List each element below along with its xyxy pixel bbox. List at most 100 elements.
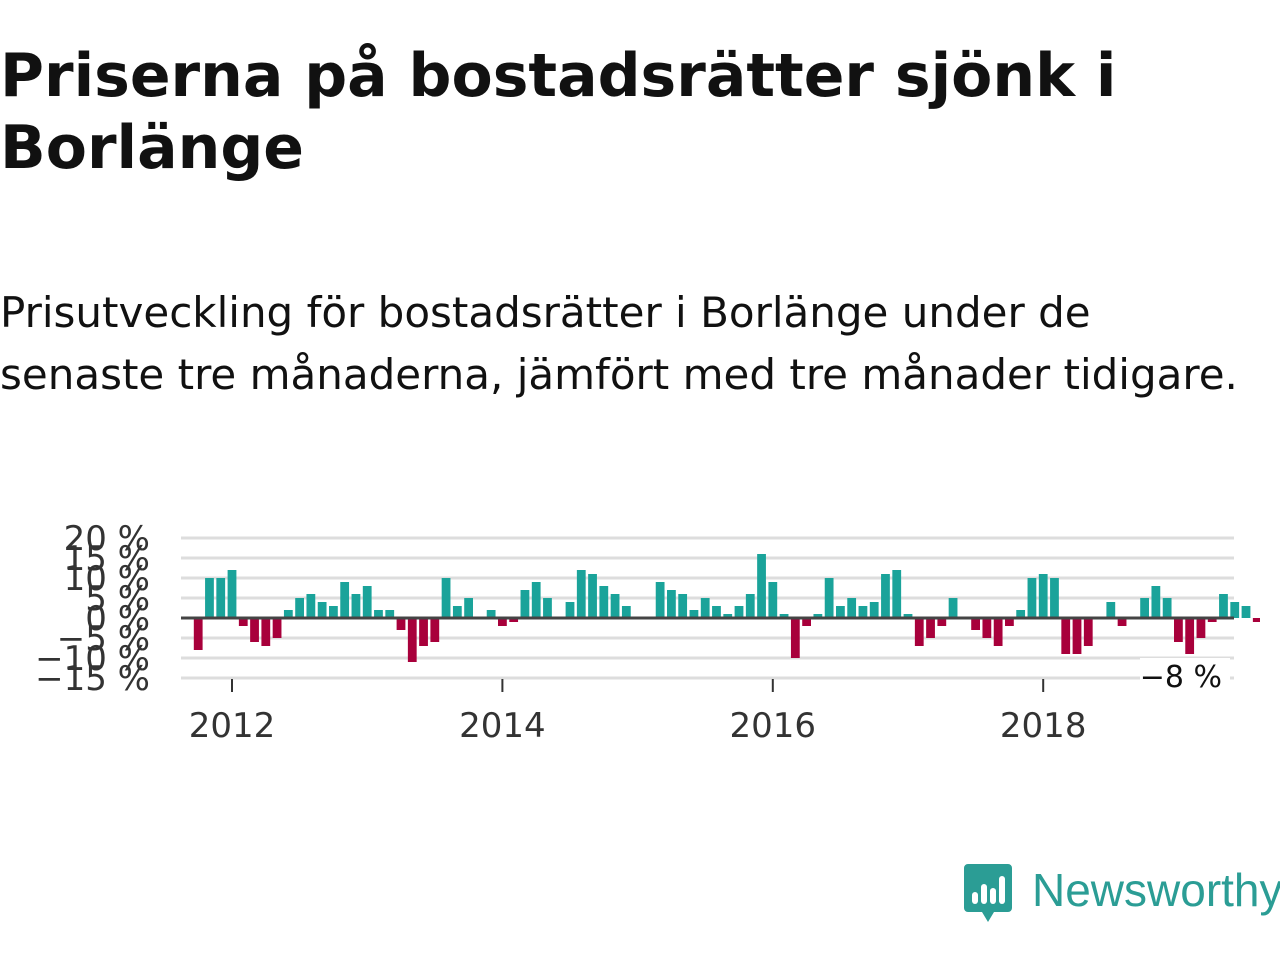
bar (193, 618, 203, 650)
bar (261, 618, 271, 646)
brand-name: Newsworthy (1032, 864, 1280, 916)
bar (1207, 618, 1217, 622)
bar (621, 606, 631, 618)
bar (1219, 594, 1228, 618)
bar (948, 598, 958, 618)
bar (903, 614, 913, 618)
bar (351, 594, 361, 618)
bar (824, 578, 834, 618)
bar-series (193, 554, 1260, 662)
bar (1185, 618, 1195, 654)
bar (757, 554, 766, 618)
bar (712, 606, 721, 618)
bar (486, 610, 496, 618)
y-axis-labels: 20 %15 %10 %5 %0 %−5 %−10 %−15 % (35, 519, 150, 699)
bar (790, 618, 800, 658)
bar (745, 594, 755, 618)
y-tick-label: 20 % (64, 519, 150, 559)
bar (419, 618, 428, 646)
bar (362, 586, 372, 618)
bar (993, 618, 1003, 646)
bar (430, 618, 440, 642)
bar (723, 614, 733, 618)
bar (464, 598, 473, 618)
bar (655, 582, 665, 618)
bar (869, 602, 879, 618)
bar (1050, 578, 1059, 618)
bar (678, 594, 688, 618)
bar-chart-speech-bubble-icon (964, 864, 1012, 922)
bar (452, 606, 462, 618)
bar (238, 618, 248, 626)
bar (1241, 606, 1251, 618)
bar (205, 578, 214, 618)
bar (498, 618, 507, 626)
bar (836, 606, 845, 618)
bar (914, 618, 924, 646)
bar (509, 618, 519, 622)
bar (926, 618, 935, 638)
bar (329, 606, 338, 618)
bar (610, 594, 620, 618)
bar (531, 582, 541, 618)
bar (689, 610, 699, 618)
y-tick-label: −15 % (35, 659, 150, 699)
x-tick-label: 2018 (1000, 706, 1087, 746)
bar-chart: 20 %15 %10 %5 %0 %−5 %−10 %−15 % 2012 201… (35, 519, 1260, 746)
x-tick-label: 2014 (459, 706, 546, 746)
bar (937, 618, 947, 626)
bar (340, 582, 350, 618)
bar (768, 582, 778, 618)
newsworthy-logo: Newsworthy (962, 862, 1280, 926)
chart-subtitle: Prisutveckling för bostadsrätter i Borlä… (0, 288, 1238, 399)
x-tick-label: 2016 (730, 706, 817, 746)
bar (858, 606, 868, 618)
bar (441, 578, 451, 618)
bar (1117, 618, 1127, 626)
last-value-label: −8 % (1140, 660, 1222, 695)
bar (407, 618, 417, 662)
bar (396, 618, 406, 630)
bar (385, 610, 395, 618)
bar (779, 614, 789, 618)
bar (667, 590, 676, 618)
bar (520, 590, 530, 618)
bar (250, 618, 259, 642)
bar (295, 598, 304, 618)
x-tick-label: 2012 (189, 706, 276, 746)
bar (227, 570, 237, 618)
bar (283, 610, 293, 618)
bar (982, 618, 992, 638)
bar (971, 618, 980, 630)
y-tick-label: 15 % (64, 539, 150, 579)
bar (576, 570, 586, 618)
bar (1005, 618, 1014, 626)
bar (1162, 598, 1172, 618)
bar (599, 586, 609, 618)
bar (1252, 618, 1260, 622)
bar (1230, 602, 1240, 618)
bar (1016, 610, 1026, 618)
bar (700, 598, 710, 618)
bar (543, 598, 552, 618)
y-tick-label: −10 % (35, 639, 150, 679)
bar (306, 594, 316, 618)
bar (216, 578, 226, 618)
bar (1072, 618, 1082, 654)
bar (813, 614, 823, 618)
bar (374, 610, 383, 618)
bar (588, 574, 597, 618)
bar (1061, 618, 1071, 654)
bar (1027, 578, 1037, 618)
y-tick-label: 10 % (64, 559, 150, 599)
bar (1174, 618, 1183, 642)
bar (802, 618, 811, 626)
bar (1106, 602, 1116, 618)
bar (892, 570, 902, 618)
y-tick-label: 5 % (85, 579, 150, 619)
y-tick-label: −5 % (57, 619, 150, 659)
bar (565, 602, 575, 618)
bar (1140, 598, 1149, 618)
bar (881, 574, 890, 618)
bar (847, 598, 857, 618)
